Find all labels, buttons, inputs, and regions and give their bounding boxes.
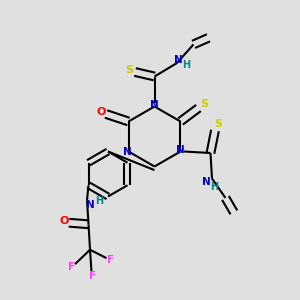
Text: H: H [182,59,190,70]
Text: S: S [200,99,208,109]
Text: S: S [214,119,222,130]
Text: O: O [97,107,106,118]
Text: N: N [150,100,159,110]
Text: F: F [68,262,75,272]
Text: N: N [86,200,95,210]
Text: N: N [202,177,210,188]
Text: H: H [210,182,218,192]
Text: N: N [174,55,183,65]
Text: O: O [59,216,69,226]
Text: H: H [96,196,104,206]
Text: N: N [123,147,131,158]
Text: S: S [126,65,134,75]
Text: N: N [176,145,185,155]
Text: F: F [107,255,115,265]
Text: F: F [88,272,96,281]
